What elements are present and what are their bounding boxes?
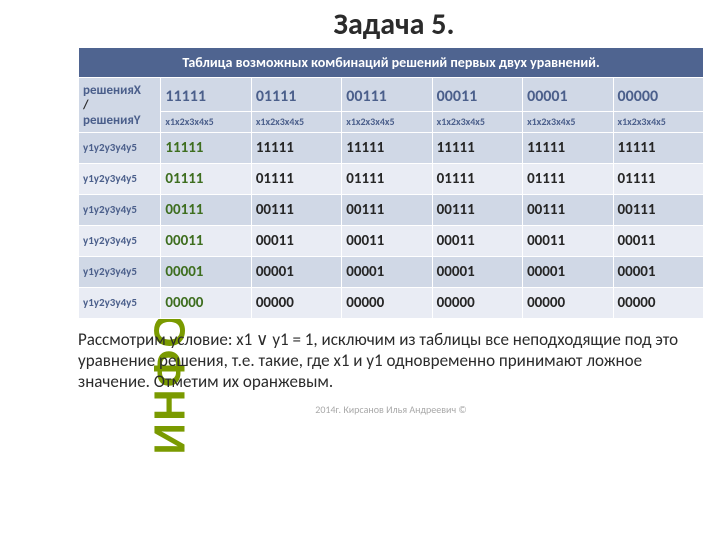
cell: 00000 [251,287,341,318]
cell: 00011 [251,225,341,256]
table-row: y1y2y3y4y5 01111 01111 01111 01111 01111… [79,163,704,194]
cell: 00001 [613,256,704,287]
col-header: 00000 [613,78,704,112]
cell: 00011 [342,225,432,256]
cell: 00111 [613,194,704,225]
cell: 00000 [523,287,613,318]
col-subheader: x1x2x3x4x5 [161,112,251,133]
cell: 11111 [251,132,341,163]
table-caption: Таблица возможных комбинаций решений пер… [79,48,704,78]
cell: 11111 [161,132,251,163]
row-label: y1y2y3y4y5 [79,194,161,225]
explanation-paragraph: Рассмотрим условие: x1 ∨ y1 = 1, исключи… [78,329,704,393]
cell: 00111 [251,194,341,225]
cell: 01111 [161,163,251,194]
cell: 00111 [523,194,613,225]
corner-slash: / [83,98,89,113]
table-header-row: решенияX / решенияY 11111 01111 00111 00… [79,78,704,112]
cell: 11111 [613,132,704,163]
cell: 11111 [523,132,613,163]
col-subheader: x1x2x3x4x5 [523,112,613,133]
col-subheader: x1x2x3x4x5 [613,112,704,133]
row-label: y1y2y3y4y5 [79,256,161,287]
cell: 01111 [523,163,613,194]
cell: 00001 [432,256,522,287]
row-label: y1y2y3y4y5 [79,132,161,163]
cell: 00001 [251,256,341,287]
col-header: 00111 [342,78,432,112]
table-row: y1y2y3y4y5 00111 00111 00111 00111 00111… [79,194,704,225]
cell: 00111 [342,194,432,225]
combinations-table: Таблица возможных комбинаций решений пер… [78,47,704,319]
cell: 01111 [342,163,432,194]
cell: 00000 [432,287,522,318]
slide-content: Задача 5. Таблица возможных комбинаций р… [78,6,710,416]
table-row: y1y2y3y4y5 11111 11111 11111 11111 11111… [79,132,704,163]
col-header: 01111 [251,78,341,112]
col-header: 11111 [161,78,251,112]
cell: 00111 [432,194,522,225]
cell: 00011 [432,225,522,256]
table-row: y1y2y3y4y5 00000 00000 00000 00000 00000… [79,287,704,318]
cell: 00001 [523,256,613,287]
row-label: y1y2y3y4y5 [79,287,161,318]
corner-y-label: решенияY [83,113,141,128]
cell: 11111 [432,132,522,163]
cell: 01111 [432,163,522,194]
table-row: y1y2y3y4y5 00011 00011 00011 00011 00011… [79,225,704,256]
cell: 00001 [161,256,251,287]
col-header: 00011 [432,78,522,112]
row-label: y1y2y3y4y5 [79,163,161,194]
cell: 00011 [613,225,704,256]
col-subheader: x1x2x3x4x5 [432,112,522,133]
cell: 00000 [161,287,251,318]
cell: 00001 [342,256,432,287]
cell: 11111 [342,132,432,163]
footer-copyright: 2014г. Кирсанов Илья Андреевич © [78,403,704,416]
table-subheader-row: x1x2x3x4x5 x1x2x3x4x5 x1x2x3x4x5 x1x2x3x… [79,112,704,133]
cell: 00011 [161,225,251,256]
cell: 00000 [613,287,704,318]
corner-x-label: решенияX [83,83,141,98]
cell: 01111 [251,163,341,194]
cell: 00111 [161,194,251,225]
cell: 00000 [342,287,432,318]
col-subheader: x1x2x3x4x5 [251,112,341,133]
col-subheader: x1x2x3x4x5 [342,112,432,133]
cell: 01111 [613,163,704,194]
cell: 00011 [523,225,613,256]
row-label: y1y2y3y4y5 [79,225,161,256]
table-row: y1y2y3y4y5 00001 00001 00001 00001 00001… [79,256,704,287]
page-title: Задача 5. [78,6,710,43]
col-header: 00001 [523,78,613,112]
table-caption-row: Таблица возможных комбинаций решений пер… [79,48,704,78]
corner-cell: решенияX / решенияY [79,78,161,133]
